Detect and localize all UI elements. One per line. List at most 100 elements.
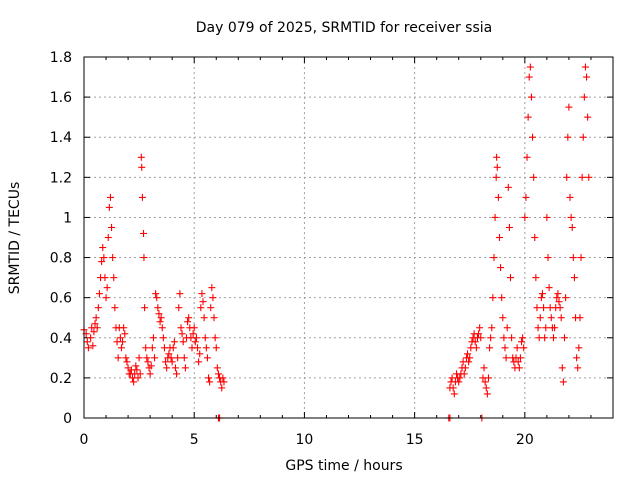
data-point <box>91 320 99 328</box>
data-point <box>556 304 564 312</box>
data-point <box>495 234 503 241</box>
data-point <box>581 63 589 71</box>
data-point <box>159 334 167 342</box>
data-point <box>520 344 528 352</box>
data-point <box>198 290 206 298</box>
y-tick-label: 0 <box>63 411 72 427</box>
data-point <box>461 364 469 372</box>
data-point <box>180 354 188 362</box>
data-point <box>101 274 109 282</box>
data-point <box>133 366 141 374</box>
data-point <box>135 354 143 362</box>
data-point <box>584 113 592 121</box>
data-point <box>136 370 144 378</box>
data-point <box>493 153 501 161</box>
x-tick-labels: 0 5 10 15 20 <box>80 432 534 448</box>
data-point <box>165 350 173 358</box>
data-point <box>491 213 499 221</box>
data-point <box>501 344 509 352</box>
data-point <box>189 330 197 338</box>
data-point <box>505 223 513 231</box>
data-point <box>123 358 131 366</box>
data-point <box>551 324 559 332</box>
x-tick-label: 5 <box>190 432 199 448</box>
data-point <box>516 354 524 362</box>
data-point <box>543 213 551 221</box>
data-point <box>557 314 565 322</box>
data-point <box>527 93 535 101</box>
data-point <box>141 304 149 312</box>
data-point <box>585 173 593 181</box>
data-point <box>533 304 541 312</box>
data-point <box>489 294 497 302</box>
data-point <box>168 358 176 366</box>
data-point <box>583 73 591 81</box>
data-point <box>515 364 523 372</box>
data-point <box>220 378 228 386</box>
data-point <box>176 290 184 298</box>
data-point <box>483 390 491 398</box>
data-point <box>213 364 221 372</box>
data-point <box>146 370 154 378</box>
data-point <box>526 63 534 71</box>
data-point <box>149 334 157 342</box>
data-point <box>181 364 189 372</box>
data-point <box>173 370 181 378</box>
data-point <box>569 254 577 262</box>
data-point <box>554 290 562 298</box>
data-point <box>503 324 511 332</box>
y-tick-label: 1.4 <box>50 130 72 146</box>
data-point <box>209 294 217 302</box>
x-tick-label: 20 <box>516 432 534 448</box>
data-point <box>202 344 210 352</box>
data-point <box>92 314 100 322</box>
data-point <box>190 324 198 332</box>
data-point <box>486 344 494 352</box>
data-point <box>153 294 161 302</box>
data-point <box>114 354 122 362</box>
data-point <box>132 362 140 370</box>
data-point <box>174 354 182 362</box>
data-point <box>163 364 171 372</box>
data-point <box>98 258 106 266</box>
data-point <box>530 173 538 181</box>
data-point <box>542 324 550 332</box>
data-point <box>99 244 107 252</box>
y-axis-title: SRMTID / TECUs <box>7 182 23 295</box>
data-point <box>83 338 91 346</box>
data-point <box>577 254 585 262</box>
data-point <box>167 354 175 362</box>
data-point <box>475 330 483 338</box>
data-point <box>493 163 501 171</box>
data-point <box>157 314 165 322</box>
data-point <box>158 324 166 332</box>
data-point <box>492 173 500 181</box>
data-point <box>179 338 187 346</box>
data-point <box>484 374 492 382</box>
data-point <box>497 264 505 272</box>
data-point <box>104 234 112 241</box>
data-point <box>203 354 211 362</box>
data-point <box>200 314 208 322</box>
data-point <box>93 324 101 332</box>
data-point <box>559 378 567 386</box>
data-point <box>466 354 474 362</box>
data-point <box>84 344 92 352</box>
data-point <box>490 254 498 262</box>
data-point <box>105 203 113 211</box>
data-point <box>565 103 573 111</box>
data-point <box>480 364 488 372</box>
data-point <box>537 294 545 302</box>
data-point <box>562 294 570 302</box>
data-point <box>566 193 574 201</box>
data-point <box>449 384 457 392</box>
data-point <box>138 163 146 171</box>
data-point <box>455 378 463 386</box>
data-point <box>534 324 542 332</box>
x-tick-label: 10 <box>296 432 314 448</box>
data-point <box>538 290 546 298</box>
data-point <box>482 384 490 392</box>
data-point <box>508 334 516 342</box>
data-point <box>117 344 125 352</box>
data-point <box>103 284 111 292</box>
